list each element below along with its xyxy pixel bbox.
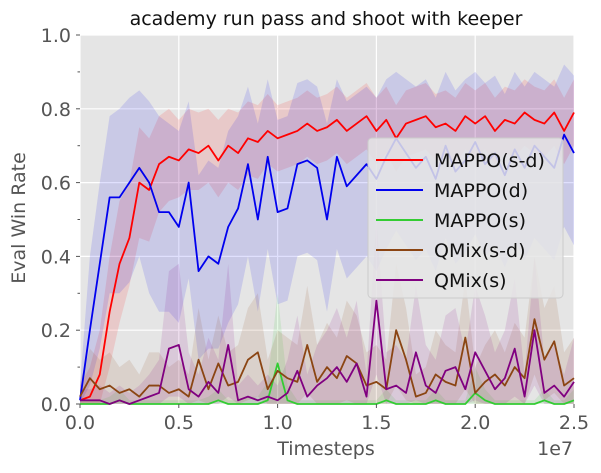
y-axis-label: Eval Win Rate [8, 152, 30, 284]
x-tick-label: 0.0 [65, 412, 95, 434]
legend-label: QMix(s) [434, 270, 507, 292]
axes: 0.0 0.5 1.0 1.5 2.0 2.5 0.0 0.2 0.4 0.6 0.8 1.0 [41, 25, 589, 434]
x-tick-label: 0.5 [164, 412, 194, 434]
series-line-4 [80, 299, 575, 405]
legend-label: QMix(s-d) [434, 240, 526, 262]
x-tick-label: 1.0 [262, 412, 292, 434]
series-line-2 [80, 362, 575, 405]
series-line-0 [79, 111, 575, 402]
y-tick-label: 0.8 [41, 99, 71, 121]
series-line-3 [79, 318, 575, 398]
x-tick-label: 2.0 [460, 412, 490, 434]
y-tick-label: 1.0 [41, 25, 71, 47]
band-4 [80, 219, 574, 404]
y-tick-label: 0.4 [41, 246, 71, 268]
legend-box [367, 137, 564, 299]
chart-title: academy run pass and shoot with keeper [130, 8, 523, 30]
legend-label: MAPPO(d) [434, 180, 528, 202]
x-axis-offset-label: 1e7 [537, 438, 573, 460]
x-tick-label: 2.5 [559, 412, 589, 434]
legend-label: MAPPO(s) [434, 210, 526, 232]
y-tick-label: 0.6 [41, 173, 71, 195]
legend-label: MAPPO(s-d) [434, 150, 545, 172]
x-tick-label: 1.5 [361, 412, 391, 434]
band-3 [80, 256, 574, 404]
x-axis-label: Timesteps [276, 438, 375, 460]
y-tick-label: 0.0 [41, 394, 71, 416]
legend: MAPPO(s-d) MAPPO(d) MAPPO(s) QMix(s-d) QMix(… [367, 137, 564, 299]
y-tick-label: 0.2 [41, 320, 71, 342]
